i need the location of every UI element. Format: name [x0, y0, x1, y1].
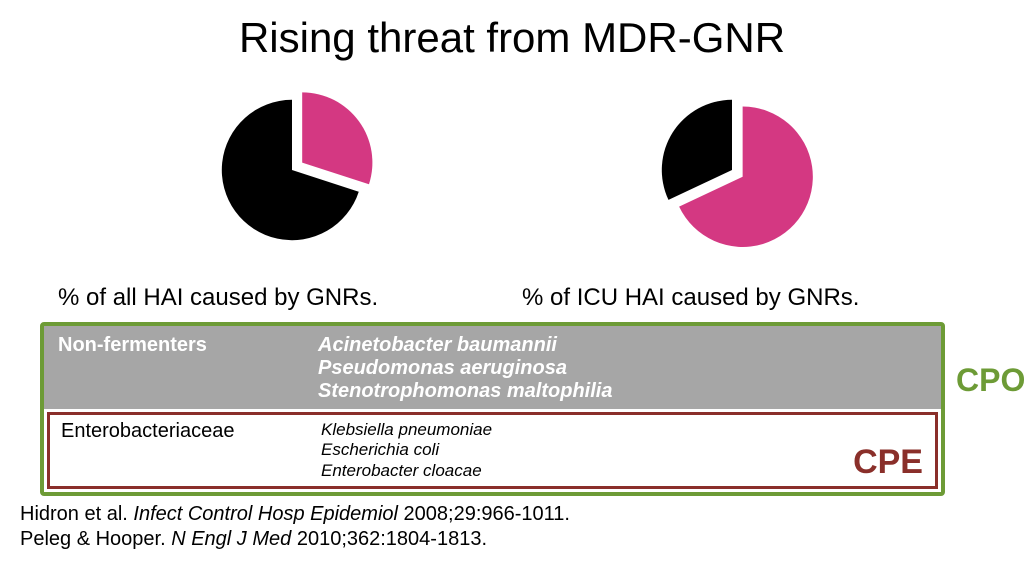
slide-title: Rising threat from MDR-GNR — [0, 14, 1024, 62]
ent-species-0: Klebsiella pneumoniae — [321, 420, 925, 440]
cpe-label: CPE — [853, 443, 923, 482]
pie-row — [0, 80, 1024, 270]
pie-left-box — [202, 80, 382, 270]
nf-species-2: Stenotrophomonas maltophilia — [318, 380, 931, 403]
ent-header: Enterobacteriaceae — [61, 420, 321, 481]
row-enterobacteriaceae: Enterobacteriaceae Klebsiella pneumoniae… — [47, 412, 938, 489]
nf-species: Acinetobacter baumannii Pseudomonas aeru… — [318, 334, 931, 403]
captions-row: % of all HAI caused by GNRs. % of ICU HA… — [0, 284, 1024, 312]
ref1-journal: Infect Control Hosp Epidemiol — [133, 503, 403, 525]
nf-header: Non-fermenters — [58, 334, 318, 403]
ref-line-1: Hidron et al. Infect Control Hosp Epidem… — [20, 502, 570, 527]
ref2-cite: 2010;362:1804-1813. — [297, 528, 487, 550]
ent-species-2: Enterobacter cloacae — [321, 461, 925, 481]
pie-left-chart — [202, 80, 382, 260]
ref1-cite: 2008;29:966-1011. — [404, 503, 570, 525]
pie-left-caption: % of all HAI caused by GNRs. — [0, 284, 512, 312]
row-non-fermenters: Non-fermenters Acinetobacter baumannii P… — [44, 326, 941, 409]
pie-right-caption: % of ICU HAI caused by GNRs. — [512, 284, 1024, 312]
ref-line-2: Peleg & Hooper. N Engl J Med 2010;362:18… — [20, 527, 570, 552]
pie-right-box — [642, 80, 822, 270]
ref2-authors: Peleg & Hooper. — [20, 528, 171, 550]
cpo-label: CPO — [956, 362, 1024, 399]
cpo-box: Non-fermenters Acinetobacter baumannii P… — [40, 322, 945, 496]
pie-right-chart — [642, 80, 822, 260]
ent-species: Klebsiella pneumoniae Escherichia coli E… — [321, 420, 925, 481]
ref2-journal: N Engl J Med — [171, 528, 297, 550]
slide: Rising threat from MDR-GNR % of all HAI … — [0, 0, 1024, 576]
ref1-authors: Hidron et al. — [20, 503, 133, 525]
nf-species-1: Pseudomonas aeruginosa — [318, 357, 931, 380]
references: Hidron et al. Infect Control Hosp Epidem… — [20, 502, 570, 552]
ent-species-1: Escherichia coli — [321, 440, 925, 460]
nf-species-0: Acinetobacter baumannii — [318, 334, 931, 357]
